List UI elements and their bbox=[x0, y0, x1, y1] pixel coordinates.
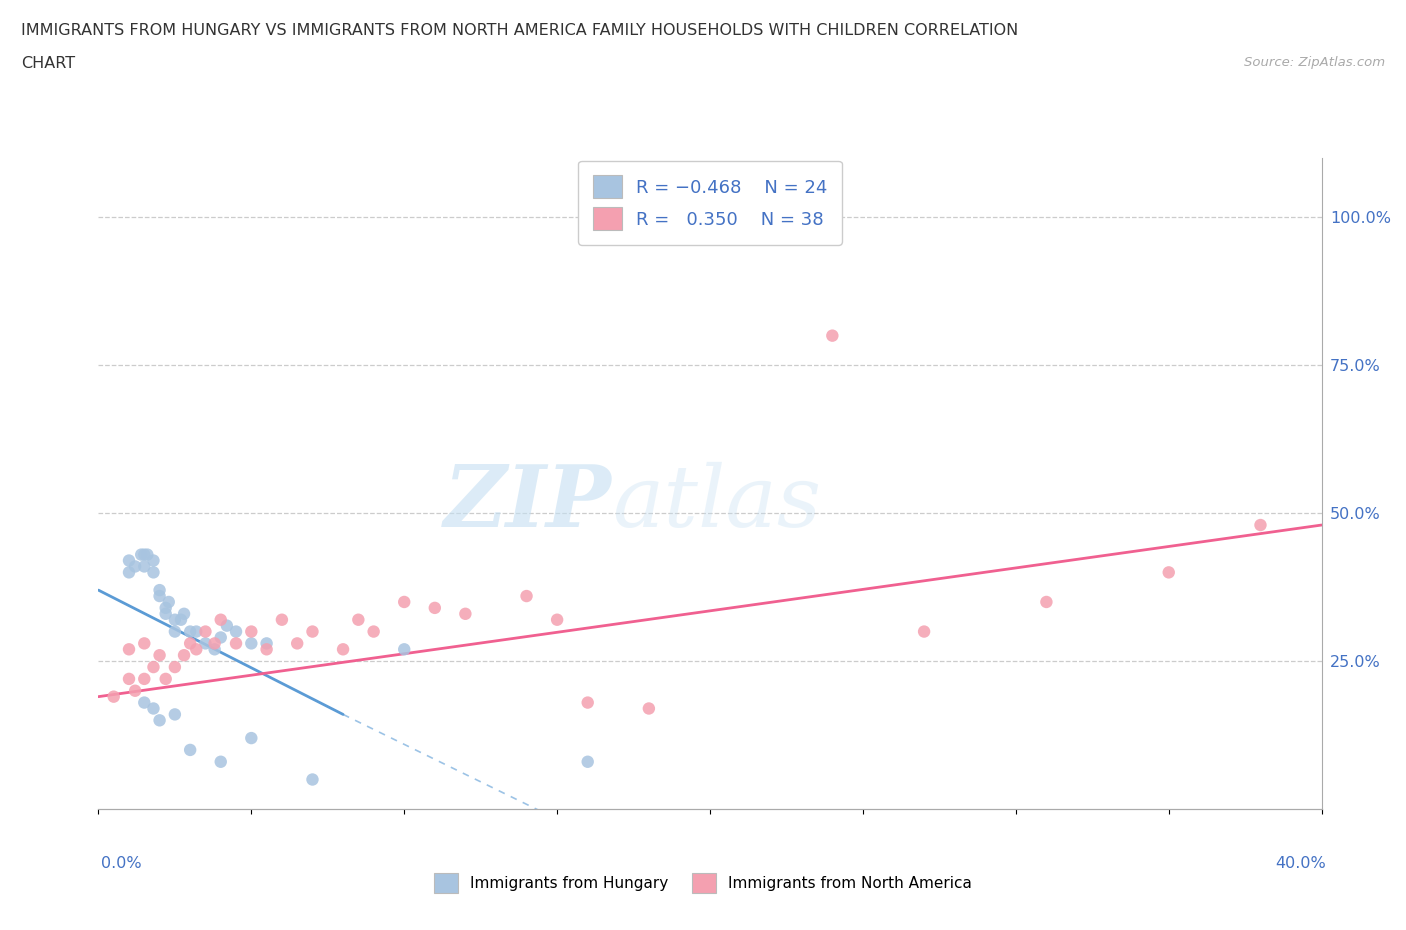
Point bbox=[423, 601, 446, 616]
Point bbox=[163, 612, 186, 627]
Point bbox=[134, 695, 156, 710]
Point bbox=[134, 636, 156, 651]
Point bbox=[134, 559, 156, 574]
Point bbox=[118, 565, 141, 579]
Point bbox=[240, 636, 263, 651]
Point bbox=[285, 636, 308, 651]
Point bbox=[163, 659, 186, 674]
Point bbox=[1250, 518, 1272, 533]
Point bbox=[170, 612, 193, 627]
Point bbox=[546, 612, 568, 627]
Point bbox=[149, 713, 172, 728]
Point bbox=[103, 689, 125, 704]
Point bbox=[173, 648, 195, 663]
Point bbox=[179, 636, 201, 651]
Point bbox=[118, 553, 141, 568]
Point bbox=[124, 559, 146, 574]
Text: atlas: atlas bbox=[612, 462, 821, 544]
Point bbox=[1157, 565, 1180, 579]
Text: IMMIGRANTS FROM HUNGARY VS IMMIGRANTS FROM NORTH AMERICA FAMILY HOUSEHOLDS WITH : IMMIGRANTS FROM HUNGARY VS IMMIGRANTS FR… bbox=[21, 23, 1018, 38]
Text: 40.0%: 40.0% bbox=[1275, 856, 1326, 870]
Point bbox=[638, 701, 661, 716]
Point bbox=[225, 624, 247, 639]
Point bbox=[155, 606, 177, 621]
Point bbox=[270, 612, 294, 627]
Point bbox=[155, 671, 177, 686]
Point bbox=[256, 642, 278, 657]
Point bbox=[209, 612, 232, 627]
Point bbox=[149, 589, 172, 604]
Point bbox=[118, 642, 141, 657]
Point bbox=[301, 772, 323, 787]
Text: 0.0%: 0.0% bbox=[101, 856, 142, 870]
Point bbox=[142, 659, 165, 674]
Point bbox=[118, 671, 141, 686]
Point bbox=[209, 754, 232, 769]
Point bbox=[186, 624, 208, 639]
Point bbox=[392, 642, 416, 657]
Point bbox=[225, 636, 247, 651]
Point bbox=[173, 606, 195, 621]
Point bbox=[454, 606, 477, 621]
Point bbox=[821, 328, 844, 343]
Point bbox=[136, 547, 159, 562]
Point bbox=[912, 624, 935, 639]
Point bbox=[142, 701, 165, 716]
Point bbox=[576, 695, 599, 710]
Text: CHART: CHART bbox=[21, 56, 75, 71]
Point bbox=[134, 671, 156, 686]
Point bbox=[155, 601, 177, 616]
Point bbox=[163, 624, 186, 639]
Point bbox=[516, 589, 538, 604]
Point bbox=[179, 742, 201, 757]
Point bbox=[392, 594, 416, 609]
Point bbox=[1035, 594, 1057, 609]
Point bbox=[347, 612, 370, 627]
Point bbox=[363, 624, 385, 639]
Point bbox=[124, 684, 146, 698]
Text: ZIP: ZIP bbox=[444, 461, 612, 545]
Point bbox=[134, 547, 156, 562]
Point bbox=[576, 754, 599, 769]
Point bbox=[204, 642, 226, 657]
Point bbox=[142, 553, 165, 568]
Point bbox=[186, 642, 208, 657]
Point bbox=[332, 642, 354, 657]
Point bbox=[204, 636, 226, 651]
Point bbox=[157, 594, 180, 609]
Point bbox=[194, 624, 217, 639]
Point bbox=[301, 624, 323, 639]
Point bbox=[209, 630, 232, 644]
Point bbox=[129, 547, 152, 562]
Point bbox=[149, 583, 172, 598]
Point bbox=[163, 707, 186, 722]
Point bbox=[240, 624, 263, 639]
Point bbox=[256, 636, 278, 651]
Point bbox=[240, 731, 263, 746]
Point bbox=[179, 624, 201, 639]
Legend: Immigrants from Hungary, Immigrants from North America: Immigrants from Hungary, Immigrants from… bbox=[427, 868, 979, 899]
Text: Source: ZipAtlas.com: Source: ZipAtlas.com bbox=[1244, 56, 1385, 69]
Point bbox=[194, 636, 217, 651]
Point bbox=[215, 618, 238, 633]
Legend: R = −0.468    N = 24, R =   0.350    N = 38: R = −0.468 N = 24, R = 0.350 N = 38 bbox=[578, 161, 842, 245]
Point bbox=[142, 565, 165, 579]
Point bbox=[149, 648, 172, 663]
